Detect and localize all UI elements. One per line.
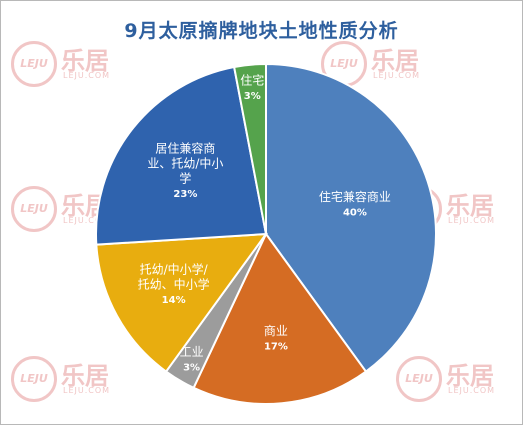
watermark-sub: LEJU.COM [63, 386, 111, 395]
watermark-brand: 乐居 [61, 47, 109, 75]
watermark-brand: 乐居 [446, 362, 494, 390]
watermark-sub: LEJU.COM [448, 216, 496, 225]
chart-title: 9月太原摘牌地块土地性质分析 [124, 20, 399, 42]
pie-slice [95, 232, 269, 373]
slice-category-label: 托幼/中小学/ [140, 261, 209, 276]
slice-category-label: 居住兼容商 [155, 140, 215, 155]
slice-percent-label: 23% [173, 189, 197, 200]
slice-percent-label: 3% [244, 91, 261, 102]
slice-label: 住宅兼容商业 40% [319, 189, 391, 219]
watermark-brand: 乐居 [61, 362, 109, 390]
slice-category-label: 商业 [264, 323, 288, 338]
watermark-sub: LEJU.COM [448, 386, 496, 395]
slice-label: 托幼/中小学/托幼、中小学 14% [138, 261, 210, 306]
slice-label: 商业 17% [264, 323, 288, 353]
slice-label: 工业 3% [180, 345, 204, 374]
slice-label: 住宅 3% [240, 72, 264, 102]
pie-slice [232, 62, 267, 235]
watermark-sub: LEJU.COM [63, 71, 111, 80]
slice-percent-label: 40% [343, 208, 367, 219]
watermark-sub: LEJU.COM [373, 71, 421, 80]
pie-slice [265, 62, 437, 373]
slice-category-label: 住宅兼容商业 [319, 189, 391, 204]
watermark-sub: LEJU.COM [63, 216, 111, 225]
watermark-brand: 乐居 [371, 47, 419, 75]
slice-category-label: 托幼、中小学 [138, 276, 210, 291]
watermark-logo: LEJU [11, 186, 57, 232]
slice-percent-label: 14% [162, 295, 186, 306]
slice-category-label: 工业 [180, 345, 204, 359]
slice-category-label: 学 [179, 170, 191, 185]
slice-category-label: 住宅 [240, 72, 264, 87]
watermark-logo: LEJU [11, 356, 57, 402]
slice-category-label: 业、托幼/中小 [147, 155, 223, 170]
pie-slice [95, 65, 268, 246]
watermark-logo: LEJU [11, 41, 57, 87]
watermark-brand: 乐居 [446, 192, 494, 220]
slice-percent-label: 17% [264, 341, 288, 352]
watermark-logo: LEJU [396, 356, 442, 402]
slice-percent-label: 3% [183, 362, 200, 373]
pie-slice [192, 232, 368, 405]
